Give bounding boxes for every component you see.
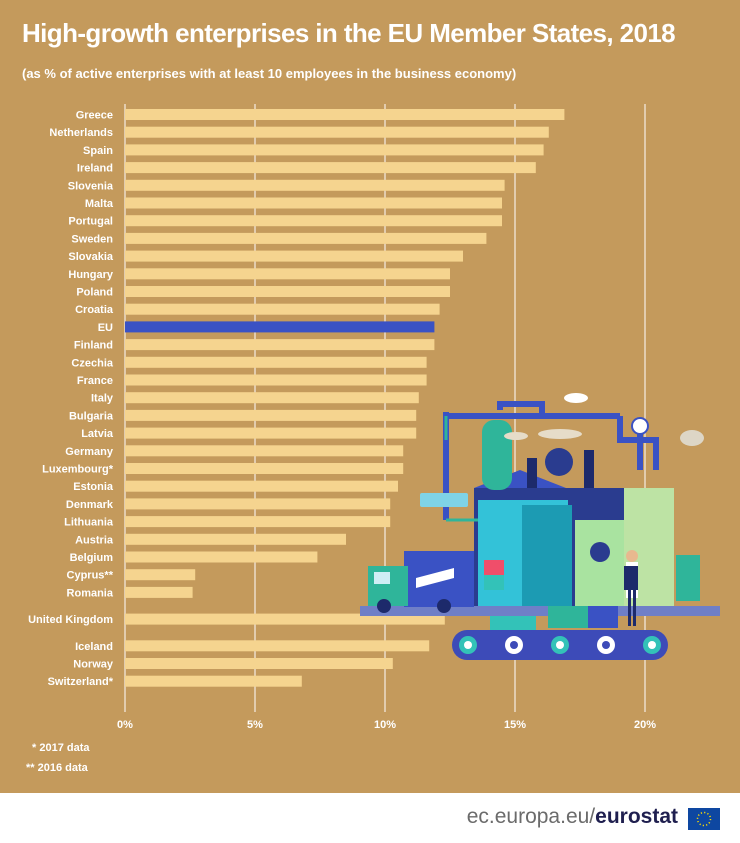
category-label: Norway [73,659,114,671]
category-label: United Kingdom [28,614,113,626]
bar-romania [125,586,193,598]
bar-slovenia [125,179,505,191]
category-label: Switzerland* [48,676,114,688]
category-label: Romania [67,587,114,599]
factory-illustration [360,393,720,660]
category-label: Germany [65,446,114,458]
bar-czechia [125,356,427,368]
bar-spain [125,144,544,156]
chart-subtitle: (as % of active enterprises with at leas… [22,66,517,81]
bar-france [125,374,427,386]
bar-chart: Greece Netherlands Spain Ireland Slovenia Mal… [28,104,720,731]
bar-italy [125,392,419,404]
category-label: Cyprus** [67,570,114,582]
chart-panel: High-growth enterprises in the EU Member… [0,0,740,793]
category-label: Denmark [66,499,114,511]
bar-denmark [125,498,391,510]
eu-flag-icon [688,808,720,830]
bar-hungary [125,268,450,280]
bar-germany [125,445,404,457]
category-label: Bulgaria [69,410,114,422]
bar-bulgaria [125,409,417,421]
footnote-2016: ** 2016 data [26,762,88,774]
x-tick-label: 20% [634,719,656,731]
bar-belgium [125,551,318,563]
category-label: Netherlands [49,127,113,139]
bar-lithuania [125,516,391,528]
brand-link[interactable]: ec.europa.eu/eurostat [466,805,678,828]
footnote-2017: * 2017 data [32,742,90,754]
bar-finland [125,339,435,351]
category-label: Luxembourg* [42,464,114,476]
x-tick-label: 5% [247,719,263,731]
category-label: Czechia [71,357,113,369]
bar-eu [125,321,435,333]
bar-cyprus [125,569,196,581]
category-label: Slovenia [68,180,114,192]
category-label: Estonia [73,481,114,493]
bar-austria [125,533,346,545]
bar-slovakia [125,250,463,262]
bar-estonia [125,480,398,492]
bar-netherlands [125,126,549,138]
category-label: Portugal [68,216,113,228]
x-tick-label: 15% [504,719,526,731]
category-label: Malta [85,198,114,210]
category-label: Poland [76,287,113,299]
category-label: Austria [75,534,114,546]
bar-sweden [125,232,487,244]
category-label: Finland [74,340,113,352]
bar-switzerland [125,675,302,687]
bar-iceland [125,640,430,652]
category-label: EU [98,322,113,334]
bar-croatia [125,303,440,315]
category-label: Slovakia [68,251,114,263]
bar-portugal [125,215,502,227]
x-tick-label: 0% [117,719,133,731]
category-label: Lithuania [64,517,114,529]
bar-malta [125,197,502,209]
bar-united-kingdom [125,613,445,625]
category-label: Italy [91,393,114,405]
category-label: France [77,375,113,387]
category-label: Iceland [75,641,113,653]
category-label: Ireland [77,163,113,175]
category-label: Greece [76,110,113,122]
category-label: Spain [83,145,113,157]
bar-poland [125,286,450,297]
bar-latvia [125,427,417,439]
bar-luxembourg [125,463,404,474]
category-label: Belgium [70,552,114,564]
category-label: Croatia [75,304,114,316]
category-label: Hungary [68,269,114,281]
category-label: Sweden [71,233,113,245]
bar-greece [125,109,565,120]
x-tick-label: 10% [374,719,396,731]
footer: ec.europa.eu/eurostat [0,793,740,843]
bar-ireland [125,162,536,174]
chart-title: High-growth enterprises in the EU Member… [22,18,676,48]
bar-norway [125,658,393,669]
category-label: Latvia [81,428,114,440]
